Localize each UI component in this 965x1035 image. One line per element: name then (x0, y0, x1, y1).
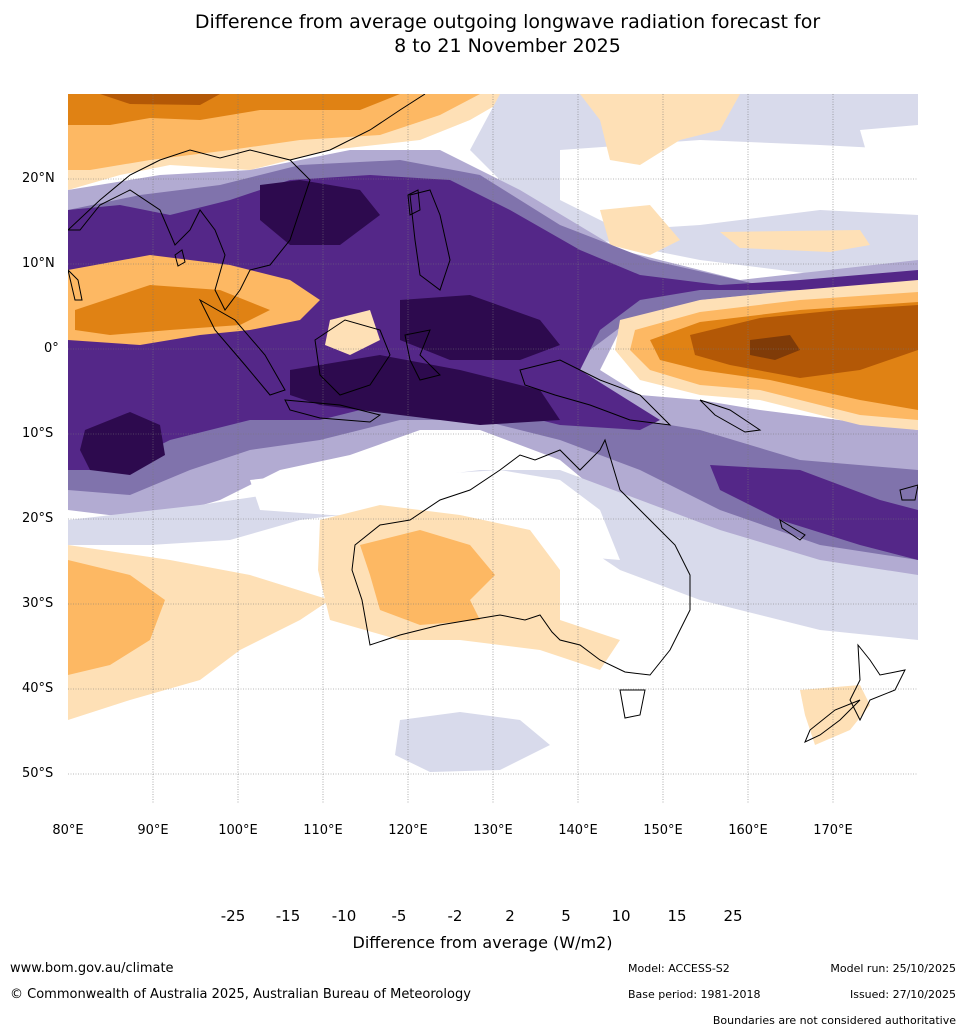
anomaly-region-pacific-warm-4 (690, 305, 918, 378)
colorbar-title: Difference from average (W/m2) (352, 933, 613, 952)
footer-copyright: © Commonwealth of Australia 2025, Austra… (10, 987, 471, 1002)
anomaly-region-indian-warm-3 (325, 310, 380, 355)
lat-label-10n: 10°N (22, 256, 55, 271)
lon-label-80e: 80°E (52, 823, 84, 838)
anomaly-region-south-pale-patch (395, 712, 550, 772)
lon-label-110e: 110°E (303, 823, 343, 838)
coastline-tasmania (619, 689, 646, 719)
coastline-borneo (314, 319, 391, 396)
coastline-india-tip (68, 269, 83, 301)
coastline-vanuatu (779, 518, 806, 541)
colorbar-tick-label: -5 (391, 907, 407, 925)
title-line-2: 8 to 21 November 2025 (394, 35, 621, 57)
coastlines (68, 94, 918, 743)
anomaly-region-nz-cream (800, 685, 870, 745)
coastline-solomons (699, 399, 762, 433)
footer-url[interactable]: www.bom.gov.au/climate (10, 961, 174, 976)
footer-model-run: Model run: 25/10/2025 (830, 962, 956, 975)
coastline-new-zealand-south (804, 699, 861, 743)
anomaly-region-pacific-warm-5 (750, 335, 800, 360)
coastline-mainland-asia (68, 149, 311, 311)
anomaly-region-mc-purple-4 (260, 180, 380, 245)
anomaly-region-aus-warm-2 (360, 530, 495, 625)
coastline-new-guinea (519, 359, 672, 426)
footer-issued: Issued: 27/10/2025 (849, 988, 956, 1001)
colorbar-tick-label: 10 (611, 907, 631, 925)
map-gridlines (68, 94, 918, 804)
footer-base-period: Base period: 1981-2018 (628, 988, 761, 1001)
anomaly-region-asia-warm-4 (100, 94, 220, 105)
anomaly-region-indian-south-warm-2 (68, 560, 165, 675)
title-line-1: Difference from average outgoing longwav… (194, 11, 821, 33)
lon-label-100e: 100°E (218, 823, 258, 838)
colorbar-tick-label: -15 (275, 907, 301, 925)
anomaly-region-south-pale (68, 470, 918, 640)
lon-label-160e: 160°E (728, 823, 768, 838)
lat-label-0: 0° (44, 341, 59, 356)
coastline-china-coast (289, 94, 426, 161)
lat-label-40s: 40°S (22, 681, 54, 696)
coastline-new-zealand-north (849, 643, 906, 722)
anomaly-region-mc-purple-5 (400, 295, 560, 360)
lat-label-50s: 50°S (22, 766, 54, 781)
anomaly-region-indian-warm-2 (75, 285, 270, 335)
lat-label-10s: 10°S (22, 426, 54, 441)
colorbar-tick-label: -25 (220, 907, 246, 925)
colorbar-tick-label: -2 (447, 907, 463, 925)
footer-disclaimer: Boundaries are not considered authoritat… (712, 1014, 956, 1027)
coastline-australia (351, 438, 691, 676)
lon-label-140e: 140°E (558, 823, 598, 838)
colorbar-tick-label: -10 (331, 907, 357, 925)
lat-label-20s: 20°S (22, 511, 54, 526)
lon-label-170e: 170°E (813, 823, 853, 838)
anomaly-region-mc-purple-8 (710, 465, 918, 560)
coastline-java (284, 399, 382, 423)
coastline-taiwan (407, 189, 421, 216)
anomaly-region-npac-cream-3 (720, 230, 870, 252)
chart-title: Difference from average outgoing longwav… (0, 10, 965, 58)
anomaly-region-npac-cream-1 (580, 94, 740, 165)
lon-label-130e: 130°E (473, 823, 513, 838)
lat-label-20n: 20°N (22, 171, 55, 186)
anomaly-region-npac-white-2 (860, 125, 918, 165)
colorbar-tick-label: 25 (723, 907, 743, 925)
footer-model: Model: ACCESS-S2 (628, 962, 730, 975)
colorbar-tick-label: 2 (505, 907, 515, 925)
anomaly-region-mc-purple-7 (80, 412, 165, 475)
colorbar-tick-label: 15 (667, 907, 687, 925)
lon-label-90e: 90°E (137, 823, 169, 838)
colorbar-tick-label: 5 (561, 907, 571, 925)
anomaly-region-mc-purple-6 (290, 355, 560, 425)
lat-label-30s: 30°S (22, 596, 54, 611)
coastline-sumatra (198, 298, 286, 396)
anomaly-region-npac-cream-2 (600, 205, 680, 255)
lon-label-150e: 150°E (643, 823, 683, 838)
lon-label-120e: 120°E (388, 823, 428, 838)
olr-anomaly-map (68, 94, 918, 804)
coastline-philippines (409, 189, 451, 291)
coastline-sulawesi (404, 329, 441, 381)
coastline-fiji (899, 484, 918, 501)
coastline-sri-lanka (174, 249, 186, 267)
